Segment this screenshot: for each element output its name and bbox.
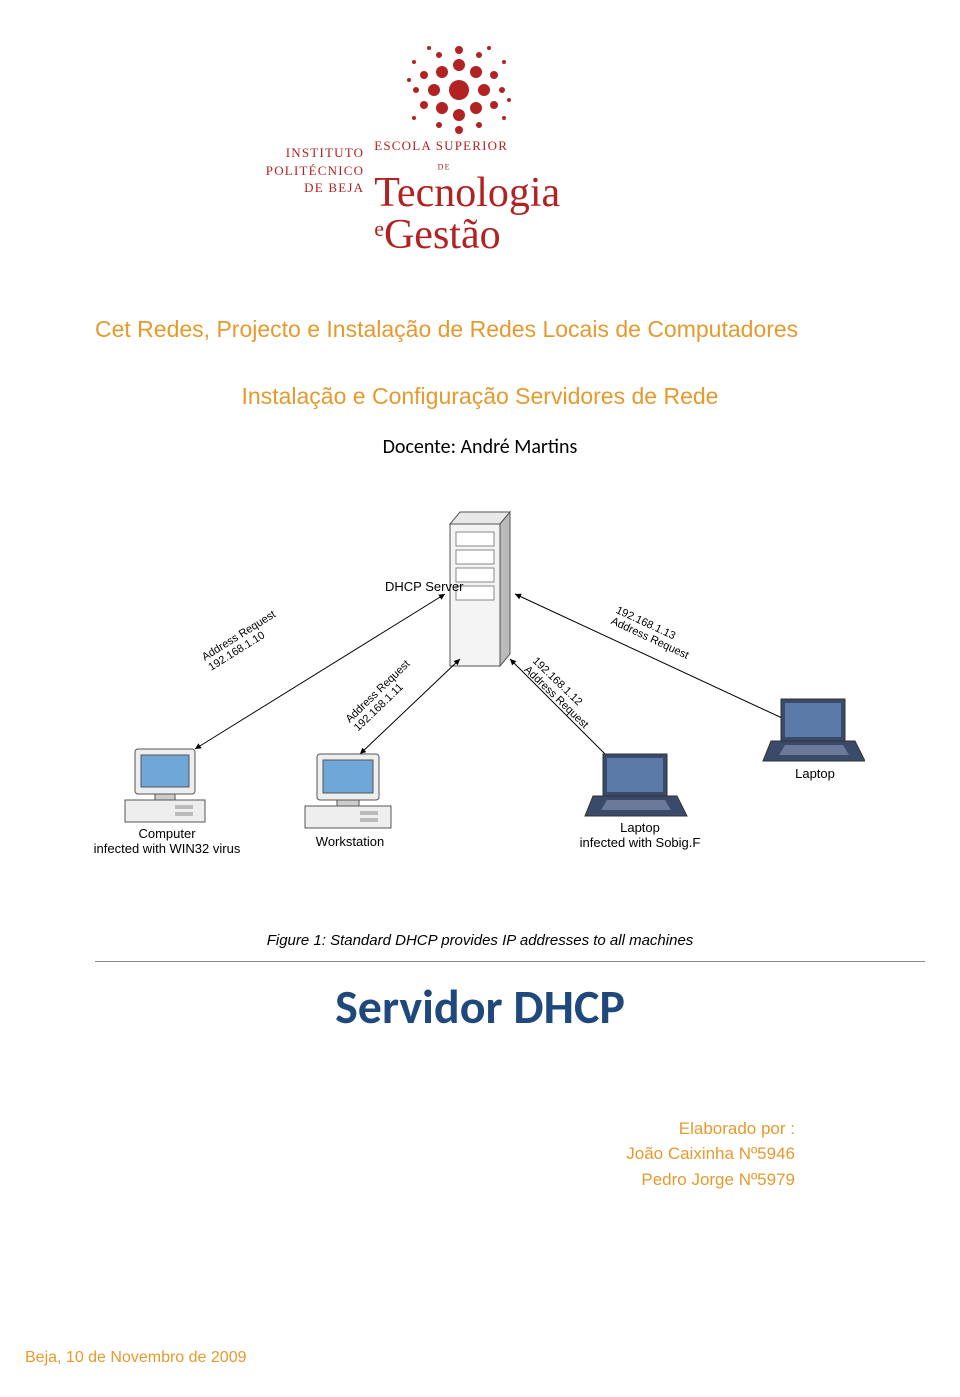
teacher-name: Docente: André Martins <box>95 435 865 459</box>
authors-by: Elaborado por : <box>95 1116 795 1142</box>
document-page: INSTITUTO POLITÉCNICO DE BEJA <box>0 0 960 1397</box>
logo-right-top: ESCOLA SUPERIOR <box>374 138 694 154</box>
logo-big2: Gestão <box>384 212 501 258</box>
logo-right-block: ESCOLA SUPERIOR DE Tecnologia eGestão <box>374 40 694 256</box>
computer-label: Computer infected with WIN32 virus <box>87 826 247 856</box>
laptop1-icon <box>585 754 687 816</box>
author-1: João Caixinha Nº5946 <box>95 1141 795 1167</box>
server-label: DHCP Server <box>385 579 464 594</box>
logo-e: e <box>374 216 384 241</box>
laptop1-label: Laptop infected with Sobig.F <box>565 820 715 850</box>
computer-l1: Computer <box>138 826 195 841</box>
laptop1-l1: Laptop <box>620 820 660 835</box>
logo-left-line1: INSTITUTO <box>266 144 364 162</box>
laptop2-icon <box>763 699 865 761</box>
logo-left-line2: POLITÉCNICO <box>266 162 364 180</box>
logo-gestao: eGestão <box>374 214 694 256</box>
logo-left-text: INSTITUTO POLITÉCNICO DE BEJA <box>266 40 364 197</box>
divider <box>95 961 925 962</box>
author-2: Pedro Jorge Nº5979 <box>95 1167 795 1193</box>
computer-icon <box>125 749 205 822</box>
authors-block: Elaborado por : João Caixinha Nº5946 Ped… <box>95 1116 865 1193</box>
subject-heading: Instalação e Configuração Servidores de … <box>95 383 865 410</box>
workstation-icon <box>305 754 391 828</box>
figure-caption: Figure 1: Standard DHCP provides IP addr… <box>95 932 865 949</box>
laptop1-l2: infected with Sobig.F <box>580 835 701 850</box>
logo-escola-superior: ESCOLA SUPERIOR <box>374 138 508 153</box>
logo-left-line3: DE BEJA <box>266 179 364 197</box>
document-title: Servidor DHCP <box>95 977 865 1036</box>
laptop2-label: Laptop <box>785 766 845 781</box>
course-heading: Cet Redes, Projecto e Instalação de Rede… <box>95 316 865 343</box>
footer-date: Beja, 10 de Novembro de 2009 <box>25 1349 246 1367</box>
computer-l2: infected with WIN32 virus <box>94 841 241 856</box>
workstation-label: Workstation <box>305 834 395 849</box>
logo-dots-icon <box>404 40 514 140</box>
institution-logo: INSTITUTO POLITÉCNICO DE BEJA <box>95 40 865 256</box>
dhcp-diagram: DHCP Server Address Request 192.168.1.10… <box>95 494 865 914</box>
logo-tecnologia: Tecnologia <box>374 172 694 214</box>
